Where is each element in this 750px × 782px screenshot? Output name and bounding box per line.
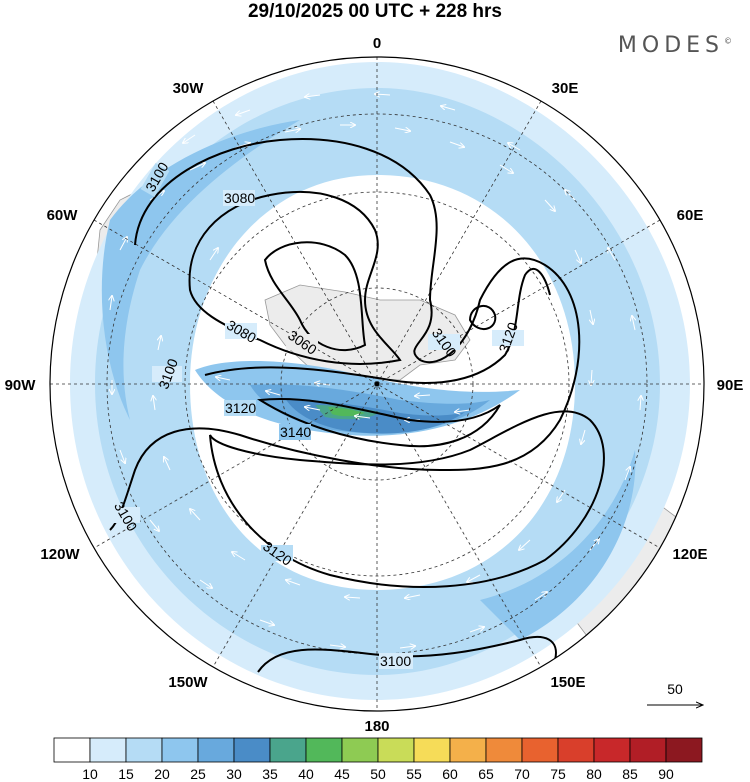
wind-jet-se [480, 450, 636, 640]
pole-marker [374, 381, 380, 387]
contour-label-group: 3100 3080 3060 3080 3100 3120 3140 3100 … [110, 159, 524, 669]
reference-vector-label: 50 [667, 681, 683, 697]
colorbar-swatch [485, 737, 523, 763]
colorbar-swatch [413, 737, 451, 763]
colorbar-tick-label: 35 [262, 766, 278, 782]
lon-label-90e: 90E [717, 377, 744, 394]
colorbar-tick-label: 40 [298, 766, 314, 782]
colorbar-tick-label: 75 [550, 766, 566, 782]
lon-label-150e: 150E [550, 674, 585, 691]
colorbar-swatch [629, 737, 667, 763]
colorbar-swatch [53, 737, 91, 763]
lon-label-30w: 30W [173, 80, 205, 97]
colorbar-swatch [341, 737, 379, 763]
contour-3120-inner [204, 267, 551, 384]
colorbar-tick-label: 85 [622, 766, 638, 782]
colorbar-swatch [233, 737, 271, 763]
colorbar-swatch [557, 737, 595, 763]
lon-label-180: 180 [364, 718, 389, 735]
map-boundary [49, 56, 705, 712]
contour-label: 3140 [280, 424, 311, 440]
lon-label-120e: 120E [672, 546, 707, 563]
map-field: 3100 3080 3060 3080 3100 3120 3140 3100 … [50, 57, 704, 711]
lon-label-60w: 60W [47, 207, 79, 224]
contour-3140 [256, 398, 501, 448]
lon-label-120w: 120W [40, 546, 80, 563]
colorbar-tick-label: 90 [658, 766, 674, 782]
map-title: 29/10/2025 00 UTC + 228 hrs [247, 1, 503, 22]
contour-3100-south [257, 635, 557, 673]
colorbar-swatch [665, 737, 703, 763]
colorbar: 10 15 20 25 30 35 40 45 50 55 60 65 70 75 80 85 90 [53, 737, 703, 782]
colorbar-swatch [89, 737, 127, 763]
contour-label: 3080 [224, 190, 255, 206]
colorbar-tick-label: 15 [118, 766, 134, 782]
colorbar-tick-label: 25 [190, 766, 206, 782]
lon-label-30e: 30E [552, 80, 579, 97]
brand-logo: MODES© [617, 33, 732, 58]
colorbar-tick-label: 60 [442, 766, 458, 782]
colorbar-swatch [593, 737, 631, 763]
colorbar-tick-label: 80 [586, 766, 602, 782]
colorbar-swatch [377, 737, 415, 763]
wind-band-15 [95, 88, 660, 675]
colorbar-tick-label: 10 [82, 766, 98, 782]
colorbar-tick-label: 30 [226, 766, 242, 782]
colorbar-swatch [125, 737, 163, 763]
colorbar-swatch [197, 737, 235, 763]
contour-3120-south [209, 410, 605, 588]
colorbar-swatch [449, 737, 487, 763]
lon-label-150w: 150W [168, 674, 208, 691]
contour-3100-outer [109, 138, 581, 531]
colorbar-tick-label: 20 [154, 766, 170, 782]
colorbar-tick-label: 65 [478, 766, 494, 782]
height-contours [109, 138, 605, 673]
colorbar-swatch [521, 737, 559, 763]
colorbar-tick-label: 70 [514, 766, 530, 782]
wind-vectors [110, 94, 641, 648]
colorbar-tick-label: 45 [334, 766, 350, 782]
lon-label-90w: 90W [5, 377, 37, 394]
colorbar-tick-label: 55 [406, 766, 422, 782]
colorbar-swatch [269, 737, 307, 763]
colorbar-swatch [305, 737, 343, 763]
reference-vector: 50 [647, 681, 703, 705]
contour-3060 [263, 241, 367, 352]
contour-label: 3100 [380, 653, 411, 669]
colorbar-swatch [161, 737, 199, 763]
contour-label: 3080 [224, 317, 259, 347]
colorbar-tick-label: 50 [370, 766, 386, 782]
contour-3080 [188, 191, 402, 365]
contour-3100-ridge [468, 305, 497, 330]
lon-label-0: 0 [373, 35, 381, 52]
contour-label: 3120 [225, 400, 256, 416]
longitude-labels: 0 30E 60E 90E 120E 150E 180 150W 120W 90… [5, 35, 744, 735]
lon-label-60e: 60E [677, 207, 704, 224]
